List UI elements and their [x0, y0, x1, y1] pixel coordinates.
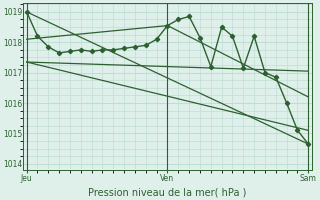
X-axis label: Pression niveau de la mer( hPa ): Pression niveau de la mer( hPa )	[88, 187, 247, 197]
